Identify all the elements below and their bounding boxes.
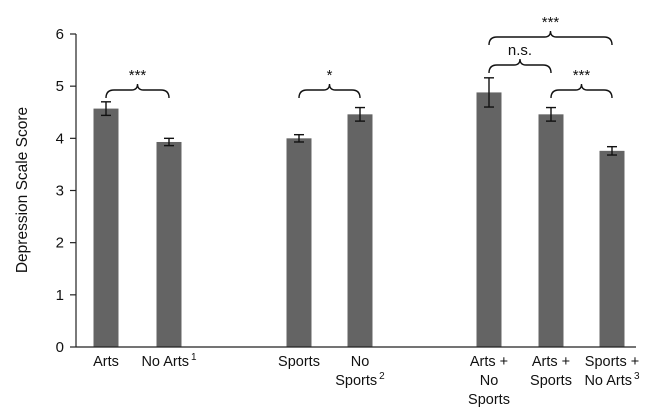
error-bar (484, 77, 494, 108)
category-label: Arts + No Sports (468, 354, 510, 408)
bracket-line (298, 83, 361, 99)
y-tick-label: 0 (56, 339, 64, 356)
category-label: Arts (93, 354, 119, 370)
bracket-line (550, 83, 613, 99)
significance-bracket: * (298, 67, 361, 99)
significance-bracket: n.s. (488, 42, 552, 74)
bracket-line (105, 83, 170, 99)
significance-brackets: *** *n.s.****** (105, 14, 613, 99)
y-tick-label: 3 (56, 183, 64, 200)
error-bar (294, 133, 304, 143)
significance-label: *** (573, 67, 591, 84)
error-bar (607, 145, 617, 156)
significance-label: n.s. (508, 42, 532, 59)
significance-bracket: *** (550, 67, 613, 99)
category-label: No Arts 1 (141, 352, 197, 370)
significance-label: * (327, 67, 333, 84)
category-label: No Sports 2 (335, 354, 385, 389)
bar (538, 114, 564, 347)
bracket-line (488, 58, 552, 74)
bars (93, 92, 625, 348)
y-tick-label: 1 (56, 287, 64, 304)
error-bar (164, 137, 174, 147)
category-label: Sports (278, 354, 320, 370)
significance-label: *** (129, 67, 147, 84)
bar (156, 141, 182, 347)
significance-label: *** (542, 14, 560, 31)
category-label: Sports + No Arts 3 (584, 354, 640, 389)
y-tick-label: 6 (56, 26, 64, 43)
bar (476, 92, 502, 347)
y-axis-title: Depression Scale Score (14, 107, 31, 273)
bar (93, 108, 119, 348)
significance-bracket: *** (488, 14, 613, 46)
error-bar (546, 106, 556, 122)
y-tick-label: 2 (56, 235, 64, 252)
category-label: Arts + Sports (530, 354, 572, 389)
error-bars (101, 77, 617, 156)
bar (599, 150, 625, 347)
y-tick-label: 4 (56, 130, 64, 147)
error-bar (101, 101, 111, 117)
error-bar (355, 106, 365, 122)
bar (286, 138, 312, 347)
bracket-line (488, 30, 613, 46)
bar (347, 114, 373, 347)
significance-bracket: *** (105, 67, 170, 99)
y-tick-label: 5 (56, 78, 64, 95)
y-axis-ticks: 0 1 2 3 4 5 6 (56, 26, 76, 356)
category-labels: Arts No Arts 1 Sports No Sports 2 Arts + No Sport… (93, 352, 640, 408)
